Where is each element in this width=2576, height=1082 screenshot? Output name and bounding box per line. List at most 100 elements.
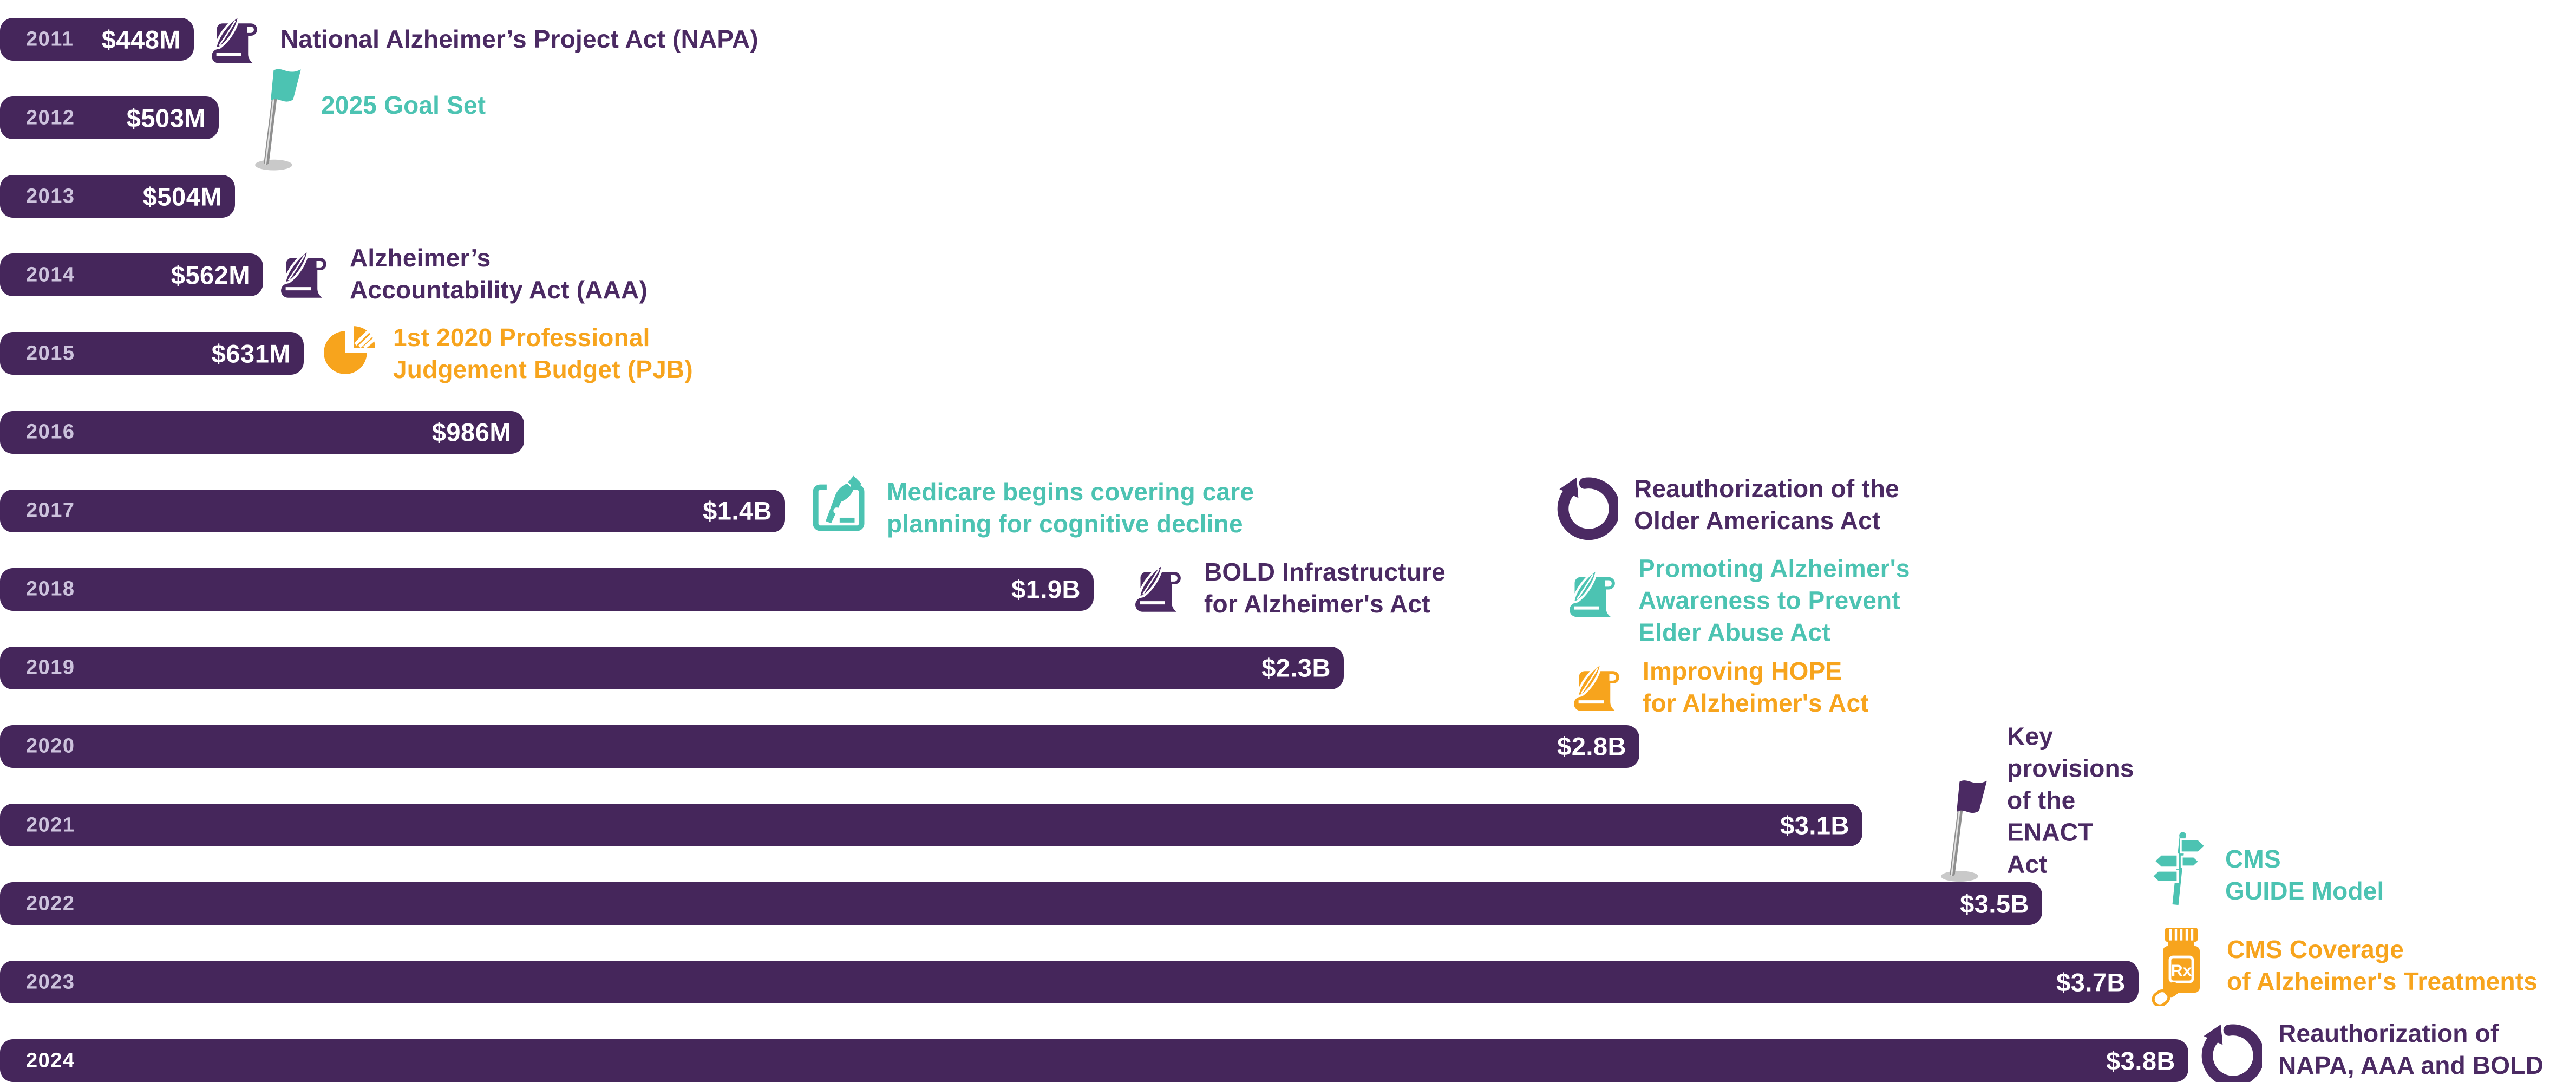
care-planning-icon xyxy=(807,473,871,537)
annotation-text-cms-guide-model: CMS GUIDE Model xyxy=(2225,843,2384,907)
year-label-2020: 2020 xyxy=(26,734,75,758)
funding-bar-2012: 2012 $503M xyxy=(0,96,219,140)
annotation-line: Alzheimer’s xyxy=(350,243,491,272)
annotation-line: Reauthorization of the xyxy=(1634,474,1899,503)
annotation-line: of Alzheimer's Treatments xyxy=(2227,967,2538,995)
value-label-2023: $3.7B xyxy=(2056,968,2126,997)
annotation-elder-abuse-awareness-act: Promoting Alzheimer's Awareness to Preven… xyxy=(1561,553,1910,649)
bar-row-2015: 2015 $631M xyxy=(0,332,2576,375)
annotation-line: Key xyxy=(2007,722,2053,750)
annotation-enact-act: Key provisions of the ENACT Act xyxy=(1932,720,2134,882)
annotation-line: NAPA, AAA and BOLD xyxy=(2278,1051,2544,1079)
year-label-2017: 2017 xyxy=(26,499,75,522)
annotation-text-reauthorization-napa-aaa-bold: Reauthorization of NAPA, AAA and BOLD xyxy=(2278,1018,2544,1081)
funding-bar-2016: 2016 $986M xyxy=(0,410,524,454)
year-label-2021: 2021 xyxy=(26,813,75,836)
funding-bar-2013: 2013 $504M xyxy=(0,175,235,218)
bar-row-2014: 2014 $562M xyxy=(0,253,2576,297)
annotation-text-enact-act: Key provisions of the ENACT Act xyxy=(2007,720,2134,880)
annotation-line: Act xyxy=(2007,850,2048,878)
reauthorization-arrow-icon xyxy=(2196,1023,2262,1082)
value-label-2019: $2.3B xyxy=(1261,653,1331,682)
annotation-napa: National Alzheimer’s Project Act (NAPA) xyxy=(204,9,759,70)
svg-text:Rx: Rx xyxy=(2171,962,2192,980)
annotation-accountability-act: Alzheimer’s Accountability Act (AAA) xyxy=(273,242,648,306)
annotation-text-medicare-care-planning: Medicare begins covering care planning fo… xyxy=(887,476,1254,540)
annotation-text-professional-judgement-budget: 1st 2020 Professional Judgement Budget (P… xyxy=(393,322,693,386)
annotation-cms-coverage-treatments: Rx CMS Coverage of Alzheimer's Treatments xyxy=(2152,925,2538,1006)
annotation-medicare-care-planning: Medicare begins covering care planning fo… xyxy=(807,473,1254,540)
annotation-line: Awareness to Prevent xyxy=(1638,586,1900,615)
scroll-quill-icon xyxy=(1561,563,1622,623)
annotation-line: BOLD Infrastructure xyxy=(1204,558,1446,586)
bar-row-2019: 2019 $2.3B xyxy=(0,646,2576,689)
annotation-line: CMS Coverage xyxy=(2227,935,2404,963)
funding-bar-2023: 2023 $3.7B xyxy=(0,961,2139,1004)
annotation-line: GUIDE Model xyxy=(2225,876,2384,905)
bar-row-2020: 2020 $2.8B xyxy=(0,725,2576,768)
bar-row-2013: 2013 $504M xyxy=(0,175,2576,218)
rx-bottle-icon: Rx xyxy=(2152,925,2211,1006)
funding-bar-2014: 2014 $562M xyxy=(0,253,263,297)
annotation-text-improving-hope-act: Improving HOPE for Alzheimer's Act xyxy=(1643,655,1869,719)
scroll-quill-icon xyxy=(1566,657,1626,718)
annotation-line: CMS xyxy=(2225,844,2281,873)
bar-row-2011: 2011 $448M xyxy=(0,18,2576,61)
year-label-2016: 2016 xyxy=(26,420,75,444)
value-label-2011: $448M xyxy=(101,25,181,54)
funding-bar-2022: 2022 $3.5B xyxy=(0,882,2042,925)
value-label-2022: $3.5B xyxy=(1960,889,2029,918)
funding-bar-2024: 2024 $3.8B xyxy=(0,1039,2188,1082)
annotation-line: Improving HOPE xyxy=(1643,657,1842,686)
funding-bar-2017: 2017 $1.4B xyxy=(0,489,785,532)
reauthorization-arrow-icon xyxy=(1552,476,1618,542)
annotation-line: Reauthorization of xyxy=(2278,1019,2499,1047)
annotation-line: planning for cognitive decline xyxy=(887,510,1243,538)
annotation-bold-infrastructure-act: BOLD Infrastructure for Alzheimer's Act xyxy=(1127,556,1446,620)
bar-row-2017: 2017 $1.4B xyxy=(0,489,2576,532)
bar-row-2012: 2012 $503M xyxy=(0,96,2576,140)
year-label-2012: 2012 xyxy=(26,106,75,129)
year-label-2023: 2023 xyxy=(26,970,75,994)
annotation-cms-guide-model: CMS GUIDE Model xyxy=(2150,832,2384,914)
annotation-line: Older Americans Act xyxy=(1634,506,1881,535)
annotation-goal-2025: 2025 Goal Set xyxy=(246,52,486,171)
annotation-line: for Alzheimer's Act xyxy=(1204,590,1430,618)
year-label-2013: 2013 xyxy=(26,185,75,208)
funding-bar-2011: 2011 $448M xyxy=(0,18,194,61)
bar-row-2016: 2016 $986M xyxy=(0,410,2576,454)
annotation-older-americans-act: Reauthorization of the Older Americans Ac… xyxy=(1552,472,1899,540)
value-label-2021: $3.1B xyxy=(1780,811,1849,839)
annotation-improving-hope-act: Improving HOPE for Alzheimer's Act xyxy=(1566,655,1869,719)
annotation-text-older-americans-act: Reauthorization of the Older Americans Ac… xyxy=(1634,473,1899,537)
year-label-2019: 2019 xyxy=(26,656,75,679)
funding-bar-2015: 2015 $631M xyxy=(0,332,304,375)
value-label-2018: $1.9B xyxy=(1011,575,1081,604)
bar-row-2021: 2021 $3.1B xyxy=(0,804,2576,846)
flag-icon xyxy=(1932,777,1991,884)
funding-bar-2020: 2020 $2.8B xyxy=(0,725,1639,768)
flag-icon xyxy=(246,66,305,173)
annotation-line: 1st 2020 Professional xyxy=(393,323,650,351)
annotation-professional-judgement-budget: 1st 2020 Professional Judgement Budget (P… xyxy=(321,322,693,386)
value-label-2013: $504M xyxy=(142,182,222,211)
scroll-quill-icon xyxy=(273,244,334,304)
year-label-2024: 2024 xyxy=(26,1049,75,1072)
value-label-2017: $1.4B xyxy=(703,496,772,525)
annotation-text-elder-abuse-awareness-act: Promoting Alzheimer's Awareness to Preven… xyxy=(1638,553,1910,649)
value-label-2012: $503M xyxy=(126,103,206,133)
funding-bar-2018: 2018 $1.9B xyxy=(0,568,1094,611)
value-label-2020: $2.8B xyxy=(1557,732,1626,761)
annotation-text-bold-infrastructure-act: BOLD Infrastructure for Alzheimer's Act xyxy=(1204,556,1446,620)
year-label-2018: 2018 xyxy=(26,577,75,601)
annotation-line: Elder Abuse Act xyxy=(1638,618,1830,647)
value-label-2024: $3.8B xyxy=(2106,1046,2175,1076)
year-label-2011: 2011 xyxy=(26,28,74,50)
bar-row-2018: 2018 $1.9B xyxy=(0,568,2576,611)
value-label-2014: $562M xyxy=(171,260,250,290)
bar-row-2024: 2024 $3.8B xyxy=(0,1039,2576,1082)
annotation-line: Promoting Alzheimer's xyxy=(1638,554,1910,583)
annotation-line: of the xyxy=(2007,786,2076,814)
